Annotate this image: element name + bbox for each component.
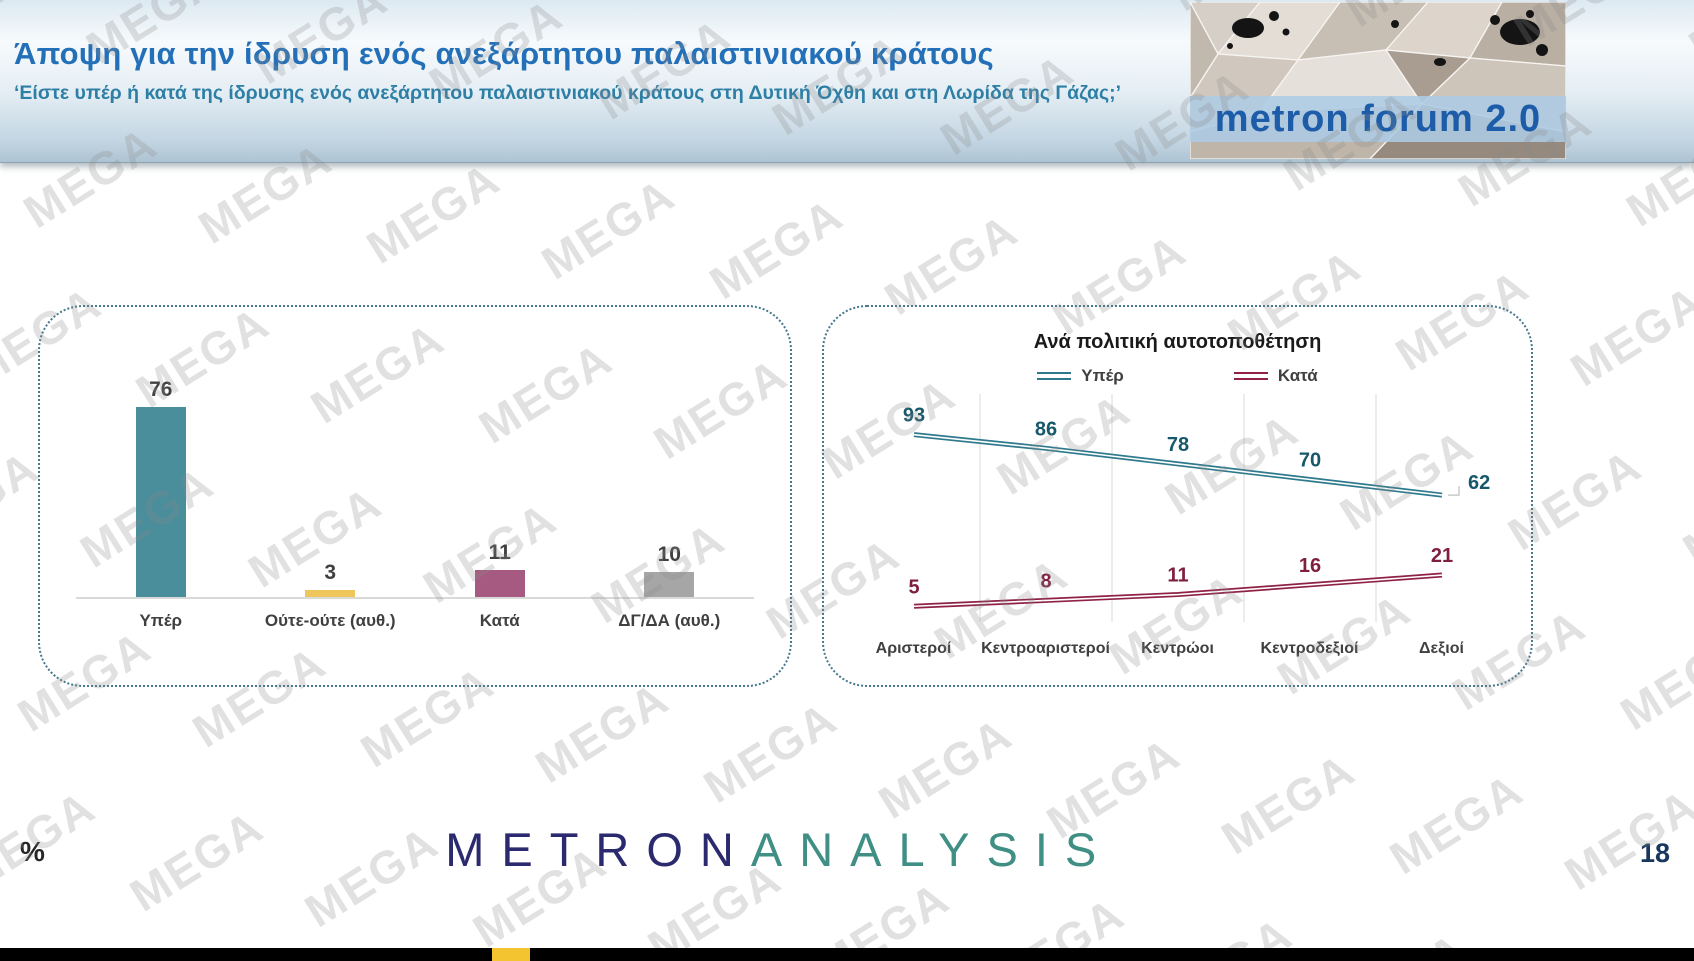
watermark-text: MEGA bbox=[532, 167, 684, 290]
data-label: 21 bbox=[1430, 545, 1452, 567]
legend-item: Υπέρ bbox=[1037, 366, 1124, 386]
watermark-text: MEGA bbox=[1561, 274, 1694, 397]
watermark-text: MEGA bbox=[120, 799, 273, 922]
bar-value-label: 10 bbox=[657, 543, 681, 566]
page-title: Άποψη για την ίδρυση ενός ανεξάρτητου πα… bbox=[14, 36, 994, 71]
legend-swatch bbox=[1233, 372, 1268, 380]
logo-text: metron forum 2.0 bbox=[1215, 98, 1541, 140]
bar-column: 10 bbox=[585, 543, 755, 597]
bar bbox=[474, 569, 525, 597]
watermark-text: MEGA bbox=[295, 815, 448, 938]
logo-band bbox=[1190, 96, 1566, 142]
ink-splatter bbox=[1227, 10, 1548, 66]
x-axis-line bbox=[76, 597, 754, 599]
watermark-text: MEGA bbox=[700, 187, 852, 310]
line-chart-category-label: Κεντροδεξιοί bbox=[1260, 640, 1359, 657]
bar-plot-area: 76 3 11 10 bbox=[76, 349, 754, 597]
bar-column: 76 bbox=[76, 378, 246, 597]
metron-forum-logo: metron forum 2.0 bbox=[1190, 2, 1566, 159]
page-subtitle: ‘Είστε υπέρ ή κατά της ίδρυσης ενός ανεξ… bbox=[14, 82, 1122, 104]
bar-value-label: 3 bbox=[324, 560, 337, 584]
watermark-text: MEGA bbox=[1555, 778, 1694, 900]
bar-value-label: 11 bbox=[488, 540, 511, 564]
data-label: 78 bbox=[1166, 434, 1188, 456]
line-chart-category-row: Αριστεροί Κεντροαριστεροί Κεντρώοι Κεντροδε… bbox=[848, 640, 1508, 658]
watermark-text: MEGA bbox=[526, 671, 678, 794]
bar-category-label: Υπέρ bbox=[139, 611, 183, 630]
data-label: 5 bbox=[908, 576, 919, 598]
data-label: 16 bbox=[1298, 555, 1320, 577]
series-line-inner bbox=[913, 433, 1442, 496]
series-line-inner bbox=[913, 574, 1442, 608]
legend-item: Κατά bbox=[1233, 366, 1318, 386]
line-chart-category-label: Κεντρώοι bbox=[1141, 640, 1214, 657]
data-label: 62 bbox=[1468, 472, 1490, 494]
watermark-text: MEGA bbox=[869, 707, 1021, 829]
data-label: 8 bbox=[1040, 570, 1051, 592]
bottom-black-bar bbox=[0, 948, 1694, 961]
line-chart-legend: Υπέρ Κατά bbox=[824, 366, 1531, 386]
bottom-yellow-chip bbox=[492, 948, 530, 961]
watermark-text: MEGA bbox=[357, 152, 509, 274]
watermark-text: MEGA bbox=[1380, 762, 1532, 885]
metron-analysis-wordmark: METRONANALYSIS bbox=[445, 822, 1113, 877]
watermark-text: MEGA bbox=[0, 780, 105, 902]
line-chart-category-label: Κεντροαριστεροί bbox=[981, 640, 1110, 657]
brand-analysis: ANALYSIS bbox=[750, 823, 1114, 876]
label-callout bbox=[1447, 486, 1460, 496]
bar bbox=[135, 407, 186, 597]
watermark-text: MEGA bbox=[694, 691, 846, 813]
watermark-text: MEGA bbox=[1611, 618, 1694, 741]
bar-column: 3 bbox=[246, 560, 416, 597]
legend-swatch bbox=[1037, 372, 1072, 380]
bar-category-row: Υπέρ Ούτε-ούτε (αυθ.) Κατά ΔΓ/ΔΑ (αυθ.) bbox=[76, 611, 754, 631]
legend-label: Κατά bbox=[1277, 366, 1318, 385]
percent-unit-label: % bbox=[20, 836, 45, 867]
line-chart-svg: 93 86 78 70 62 5 8 11 16 21 bbox=[902, 394, 1490, 622]
header-text-block: Άποψη για την ίδρυση ενός ανεξάρτητου πα… bbox=[14, 36, 1121, 107]
data-label: 70 bbox=[1298, 450, 1320, 472]
data-label: 86 bbox=[1034, 418, 1056, 440]
line-chart-title: Ανά πολιτική αυτοτοποθέτηση bbox=[1033, 331, 1322, 353]
bar-category-label: Ούτε-ούτε (αυθ.) bbox=[264, 611, 396, 630]
page-number: 18 bbox=[1639, 838, 1670, 868]
legend-label: Υπέρ bbox=[1081, 366, 1124, 385]
bar bbox=[305, 589, 356, 597]
watermark-text: MEGA bbox=[1212, 742, 1364, 865]
bar-chart: 76 3 11 10 Υπέρ Ούτε-ούτε (αυθ.) Κατά ΔΓ/ΔΑ (α… bbox=[40, 349, 790, 631]
data-label: 93 bbox=[902, 405, 924, 427]
bar-column: 11 bbox=[415, 540, 585, 597]
line-chart-category-label: Αριστεροί bbox=[875, 640, 952, 657]
data-label: 11 bbox=[1167, 565, 1188, 587]
watermark-text: MEGA bbox=[1673, 454, 1694, 577]
line-chart-category-label: Δεξιοί bbox=[1419, 640, 1464, 657]
brand-metron: METRON bbox=[445, 823, 751, 876]
national-bar-chart-panel: 76 3 11 10 Υπέρ Ούτε-ούτε (αυθ.) Κατά ΔΓ/ΔΑ (α… bbox=[38, 305, 792, 687]
political-breakdown-panel: Ανά πολιτική αυτοτοποθέτηση Υπέρ Κατά 93 8… bbox=[822, 305, 1533, 687]
bar bbox=[644, 572, 695, 597]
bar-value-label: 76 bbox=[149, 378, 173, 401]
bar-category-label: Κατά bbox=[479, 611, 520, 630]
bar-category-label: ΔΓ/ΔΑ (αυθ.) bbox=[618, 611, 721, 630]
